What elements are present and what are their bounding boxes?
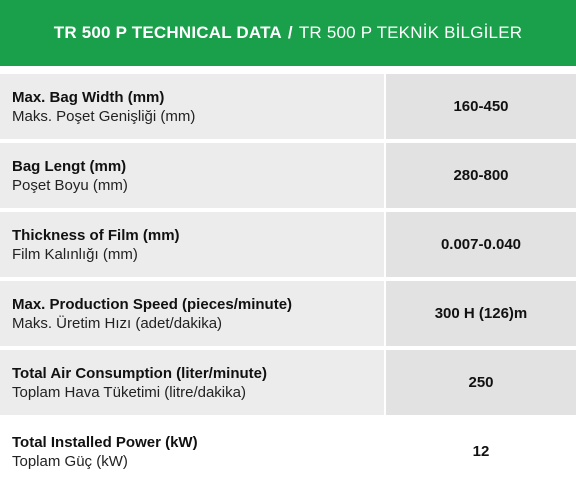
label-turkish: Poşet Boyu (mm) bbox=[12, 176, 128, 194]
table-row: Bag Lengt (mm) Poşet Boyu (mm) 280-800 bbox=[0, 143, 576, 208]
row-value: 12 bbox=[386, 419, 576, 484]
title-english: TR 500 P TECHNICAL DATA bbox=[53, 23, 282, 42]
label-english: Bag Lengt (mm) bbox=[12, 157, 127, 175]
row-label: Thickness of Film (mm) Film Kalınlığı (m… bbox=[0, 212, 384, 277]
label-turkish: Toplam Güç (kW) bbox=[12, 452, 128, 470]
column-divider bbox=[384, 143, 386, 208]
column-divider bbox=[384, 350, 386, 415]
row-label: Total Air Consumption (liter/minute) Top… bbox=[0, 350, 384, 415]
table-header: TR 500 P TECHNICAL DATA / TR 500 P TEKNİ… bbox=[0, 0, 576, 66]
label-english: Total Installed Power (kW) bbox=[12, 433, 198, 451]
label-english: Thickness of Film (mm) bbox=[12, 226, 180, 244]
title-separator: / bbox=[287, 23, 293, 42]
row-value: 0.007-0.040 bbox=[386, 212, 576, 277]
row-label: Max. Production Speed (pieces/minute) Ma… bbox=[0, 281, 384, 346]
label-english: Total Air Consumption (liter/minute) bbox=[12, 364, 267, 382]
label-turkish: Maks. Poşet Genişliği (mm) bbox=[12, 107, 196, 125]
technical-data-table: Max. Bag Width (mm) Maks. Poşet Genişliğ… bbox=[0, 74, 576, 488]
column-divider bbox=[384, 419, 386, 484]
label-turkish: Film Kalınlığı (mm) bbox=[12, 245, 138, 263]
label-turkish: Toplam Hava Tüketimi (litre/dakika) bbox=[12, 383, 246, 401]
table-row: Total Air Consumption (liter/minute) Top… bbox=[0, 350, 576, 415]
row-label: Max. Bag Width (mm) Maks. Poşet Genişliğ… bbox=[0, 74, 384, 139]
table-row: Max. Production Speed (pieces/minute) Ma… bbox=[0, 281, 576, 346]
row-value: 160-450 bbox=[386, 74, 576, 139]
table-row: Total Installed Power (kW) Toplam Güç (k… bbox=[0, 419, 576, 484]
label-english: Max. Bag Width (mm) bbox=[12, 88, 165, 106]
column-divider bbox=[384, 74, 386, 139]
column-divider bbox=[384, 281, 386, 346]
row-value: 250 bbox=[386, 350, 576, 415]
column-divider bbox=[384, 212, 386, 277]
row-value: 280-800 bbox=[386, 143, 576, 208]
label-english: Max. Production Speed (pieces/minute) bbox=[12, 295, 293, 313]
table-row: Max. Bag Width (mm) Maks. Poşet Genişliğ… bbox=[0, 74, 576, 139]
row-label: Bag Lengt (mm) Poşet Boyu (mm) bbox=[0, 143, 384, 208]
label-turkish: Maks. Üretim Hızı (adet/dakika) bbox=[12, 314, 223, 332]
row-label: Total Installed Power (kW) Toplam Güç (k… bbox=[0, 419, 384, 484]
row-value: 300 H (126)m bbox=[386, 281, 576, 346]
table-row: Thickness of Film (mm) Film Kalınlığı (m… bbox=[0, 212, 576, 277]
title-turkish: TR 500 P TEKNİK BİLGİLER bbox=[298, 23, 523, 42]
